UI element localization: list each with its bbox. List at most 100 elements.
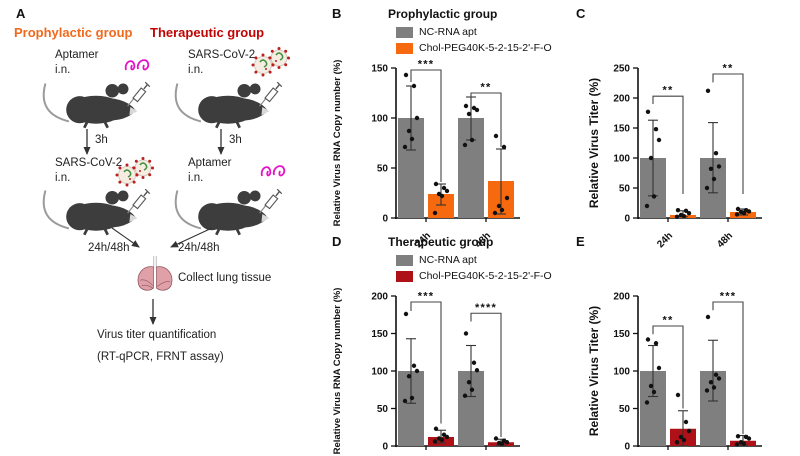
data-point	[406, 374, 412, 379]
y-tick-label: 0	[624, 214, 630, 225]
col1-step1-route: i.n.	[55, 64, 71, 77]
sig-bracket	[410, 69, 442, 182]
data-point	[711, 385, 717, 390]
data-point	[645, 109, 651, 114]
col2-step2-route: i.n.	[188, 172, 204, 185]
y-tick-label: 150	[613, 124, 630, 135]
data-point	[653, 341, 659, 346]
data-point	[474, 368, 480, 373]
legend-label-aptamer: Chol-PEG40K-5-2-15-2'-F-O	[419, 42, 552, 54]
y-tick-label: 0	[624, 442, 630, 453]
aptamer-icon	[122, 52, 154, 78]
virus-icon	[250, 46, 294, 78]
legend-swatch-nc-rna	[396, 254, 413, 266]
diagonal-arrow-icon	[111, 227, 140, 248]
quantification-line1: Virus titer quantification	[97, 329, 217, 341]
timepoint-right-label: 24h/48h	[178, 242, 220, 254]
panel-c-chart: C 0 50 100 150 200 250 Relative Virus Titer (%…	[572, 4, 800, 250]
data-point	[746, 209, 752, 214]
data-point	[675, 208, 681, 213]
data-point	[735, 434, 741, 439]
sig-bracket	[652, 95, 684, 194]
data-point	[463, 331, 469, 336]
collect-lung-label: Collect lung tissue	[178, 272, 272, 284]
data-point	[686, 211, 692, 216]
data-point	[653, 127, 659, 132]
data-point	[441, 185, 447, 191]
y-tick-label: 100	[613, 367, 630, 378]
data-point	[674, 440, 680, 445]
data-point	[409, 395, 415, 401]
data-point	[403, 72, 409, 78]
data-point	[648, 155, 654, 161]
data-point	[439, 437, 445, 443]
data-point	[414, 115, 420, 121]
data-point	[651, 194, 657, 199]
data-point	[474, 107, 480, 113]
data-point	[711, 176, 717, 182]
quantification-line2: (RT-qPCR, FRNT assay)	[97, 351, 224, 363]
data-point	[466, 380, 472, 385]
data-point	[648, 383, 654, 389]
sig-stars: ***	[418, 291, 434, 303]
data-point	[462, 393, 468, 398]
data-point	[414, 368, 420, 374]
data-point	[675, 392, 681, 398]
y-tick-label: 100	[613, 154, 630, 165]
data-point	[734, 212, 740, 217]
chart-title: Prophylactic group	[388, 7, 498, 21]
diagonal-arrow-icon	[170, 227, 213, 248]
data-point	[471, 360, 477, 365]
col1-step2-route: i.n.	[55, 172, 71, 185]
data-point	[704, 388, 710, 393]
legend-item: NC-RNA apt	[396, 24, 552, 40]
panel-b-chart: B Prophylactic group NC-RNA apt Chol-PEG…	[330, 4, 562, 250]
data-point	[716, 376, 722, 381]
col2-step2-text: Aptamer i.n.	[188, 156, 231, 186]
sig-bracket	[410, 301, 442, 424]
data-point	[492, 210, 498, 216]
y-tick-label: 200	[613, 292, 630, 303]
y-axis-label: Relative Virus RNA Copy number (%)	[332, 60, 343, 227]
data-point	[432, 210, 438, 216]
panel-label-a: A	[16, 6, 26, 21]
data-point	[493, 133, 499, 139]
data-point	[504, 195, 510, 201]
col1-step1-agent: Aptamer	[55, 49, 99, 61]
y-axis-label: Relative Virus Titer (%)	[587, 78, 601, 208]
data-point	[735, 206, 741, 212]
data-point	[708, 166, 714, 171]
data-point	[678, 434, 684, 440]
y-tick-label: 150	[371, 64, 388, 75]
data-point	[734, 442, 740, 447]
data-point	[681, 437, 687, 443]
bar-plot-d: 0 50 100 150 200 Relative Virus RNA Copy numb…	[332, 288, 520, 455]
sig-stars: ***	[720, 291, 736, 303]
data-point	[705, 314, 711, 320]
y-tick-label: 200	[371, 292, 388, 303]
data-point	[741, 441, 747, 446]
y-tick-label: 250	[613, 64, 630, 75]
data-point	[644, 203, 650, 209]
lungs-icon	[133, 252, 177, 299]
data-point	[411, 83, 417, 89]
data-point	[433, 181, 439, 187]
sig-bracket	[470, 312, 502, 437]
data-point	[656, 137, 662, 143]
y-tick-label: 100	[371, 114, 388, 125]
sig-stars: **	[663, 315, 674, 327]
y-tick-label: 50	[377, 404, 389, 415]
data-point	[441, 432, 447, 437]
data-point	[463, 103, 469, 109]
data-point	[411, 363, 417, 368]
panel-label-e: E	[576, 234, 585, 249]
col2-step1-agent: SARS-CoV-2	[188, 49, 256, 61]
col1-step1-text: Aptamer i.n.	[55, 48, 98, 78]
y-axis-label: Relative Virus RNA Copy number (%)	[332, 288, 343, 455]
down-arrow-icon	[83, 129, 91, 155]
chart-legend: NC-RNA apt Chol-PEG40K-5-2-15-2'-F-O	[396, 252, 552, 284]
sig-bracket	[470, 92, 502, 147]
